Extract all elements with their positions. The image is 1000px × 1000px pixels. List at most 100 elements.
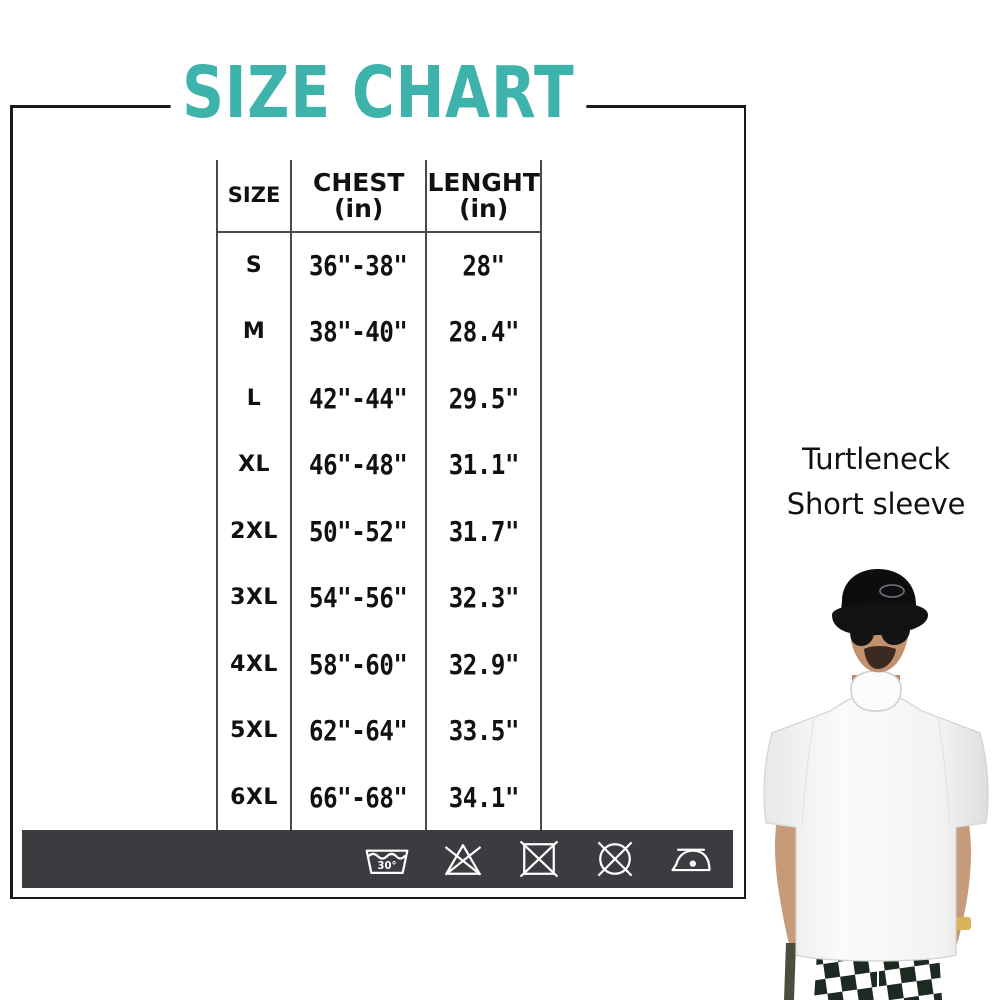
cell-size-text: S: [245, 253, 263, 279]
turtleneck-collar: [850, 670, 902, 712]
hat-logo-icon: [879, 584, 905, 598]
cell-length-text: 33.5": [448, 714, 520, 748]
frame-border-top-left: [10, 105, 220, 108]
product-showcase: Turtleneck Short sleeve: [752, 0, 1000, 1000]
product-name-line2: Short sleeve: [786, 486, 966, 521]
cell-length: 32.9": [426, 631, 542, 698]
cell-length-text: 32.9": [448, 647, 520, 681]
cell-length: 31.7": [426, 498, 542, 565]
cell-size-text: 3XL: [230, 585, 278, 611]
cell-chest: 66"-68": [291, 764, 428, 831]
white-tee: [763, 692, 989, 962]
cell-chest: 58"-60": [291, 631, 428, 698]
cell-size-text: 5XL: [230, 718, 278, 744]
cell-length-text: 31.7": [448, 514, 520, 548]
cell-size: XL: [215, 431, 293, 498]
column-header-chest-label: CHEST: [313, 168, 405, 197]
table-header-row: SIZE CHEST (in) LENGHT (in): [215, 160, 542, 233]
cell-chest-text: 62"-64": [309, 714, 409, 748]
cell-size: S: [215, 232, 293, 299]
cell-length: 29.5": [426, 365, 542, 432]
frame-border-left: [10, 105, 13, 899]
cell-chest-text: 54"-56": [309, 581, 409, 615]
table-row: 5XL 62"-64" 33.5": [215, 697, 542, 764]
cell-size-text: L: [246, 385, 262, 411]
column-header-length-unit: (in): [459, 193, 509, 223]
cell-size-text: M: [242, 319, 266, 345]
column-header-length: LENGHT (in): [426, 160, 542, 233]
column-header-length-label: LENGHT: [427, 168, 540, 197]
cell-length-text: 32.3": [448, 581, 520, 615]
size-table: SIZE CHEST (in) LENGHT (in) S 36"-38" 28" M…: [215, 160, 542, 831]
cell-chest-text: 50"-52": [309, 514, 409, 548]
model-photo: [752, 565, 1000, 1000]
size-table-grid: SIZE CHEST (in) LENGHT (in) S 36"-38" 28" M…: [215, 160, 542, 831]
model-illustration: [763, 569, 989, 1000]
cell-size: L: [215, 365, 293, 432]
product-name-line1: Turtleneck: [802, 442, 950, 476]
cell-chest: 36"-38": [291, 232, 428, 299]
frame-border-top-right: [561, 105, 746, 108]
column-header-chest-unit: (in): [334, 193, 384, 223]
cell-chest: 50"-52": [291, 498, 428, 565]
product-name: Turtleneck Short sleeve: [752, 437, 1000, 527]
frame-border-bottom: [10, 896, 746, 899]
model-beard: [864, 646, 896, 669]
cell-size-text: 6XL: [230, 784, 278, 810]
cell-size: 3XL: [215, 564, 293, 631]
size-chart-panel: SIZE CHART SIZE CHEST (in) LENGHT (in): [10, 57, 746, 899]
cell-chest-text: 66"-68": [309, 780, 409, 814]
page-title-text: SIZE CHART: [170, 57, 586, 128]
table-row: 6XL 66"-68" 34.1": [215, 764, 542, 831]
column-header-chest: CHEST (in): [291, 160, 428, 233]
table-row: 2XL 50"-52" 31.7": [215, 498, 542, 565]
cell-size: 4XL: [215, 631, 293, 698]
cell-length-text: 28": [462, 249, 506, 283]
cell-size: 2XL: [215, 498, 293, 565]
wash-30-icon: 30°: [365, 849, 409, 874]
column-header-size-label: SIZE: [227, 182, 281, 207]
do-not-bleach-icon: [444, 844, 482, 876]
cell-size: 6XL: [215, 764, 293, 831]
column-header-size: SIZE: [215, 160, 293, 233]
cell-length-text: 28.4": [448, 315, 520, 349]
care-instructions-bar: 30°: [22, 830, 733, 888]
table-row: 3XL 54"-56" 32.3": [215, 564, 542, 631]
cell-length: 28": [426, 232, 542, 299]
cell-chest: 54"-56": [291, 564, 428, 631]
cell-length: 28.4": [426, 298, 542, 365]
cell-chest: 38"-40": [291, 298, 428, 365]
cell-chest-text: 58"-60": [309, 647, 409, 681]
cell-chest-text: 42"-44": [309, 381, 409, 415]
cell-length: 34.1": [426, 764, 542, 831]
cell-size-text: XL: [238, 452, 271, 478]
cell-length: 31.1": [426, 431, 542, 498]
bucket-hat-brim: [832, 602, 928, 636]
cell-size-text: 4XL: [230, 651, 278, 677]
cell-length-text: 34.1": [448, 780, 520, 814]
table-row: 4XL 58"-60" 32.9": [215, 631, 542, 698]
cell-chest-text: 36"-38": [309, 249, 409, 283]
cell-chest: 62"-64": [291, 697, 428, 764]
size-table-body: S 36"-38" 28" M 38"-40" 28.4" L 42"-44" 29.5" XL 4…: [215, 232, 542, 831]
cell-length-text: 31.1": [448, 448, 520, 482]
table-row: L 42"-44" 29.5": [215, 365, 542, 432]
cell-chest: 42"-44": [291, 365, 428, 432]
wash-temperature-text: 30°: [377, 861, 396, 872]
cell-length: 33.5": [426, 697, 542, 764]
table-row: S 36"-38" 28": [215, 232, 542, 299]
cell-chest-text: 46"-48": [309, 448, 409, 482]
held-object: [784, 943, 796, 1000]
size-table-head: SIZE CHEST (in) LENGHT (in): [215, 160, 542, 233]
table-row: XL 46"-48" 31.1": [215, 431, 542, 498]
cell-size: 5XL: [215, 697, 293, 764]
cell-length: 32.3": [426, 564, 542, 631]
frame-border-right: [743, 105, 746, 899]
table-row: M 38"-40" 28.4": [215, 298, 542, 365]
iron-low-icon: [671, 848, 711, 872]
cell-chest-text: 38"-40": [309, 315, 409, 349]
cell-size: M: [215, 298, 293, 365]
cell-length-text: 29.5": [448, 381, 520, 415]
do-not-dry-clean-icon: [597, 841, 633, 877]
cell-size-text: 2XL: [230, 518, 278, 544]
